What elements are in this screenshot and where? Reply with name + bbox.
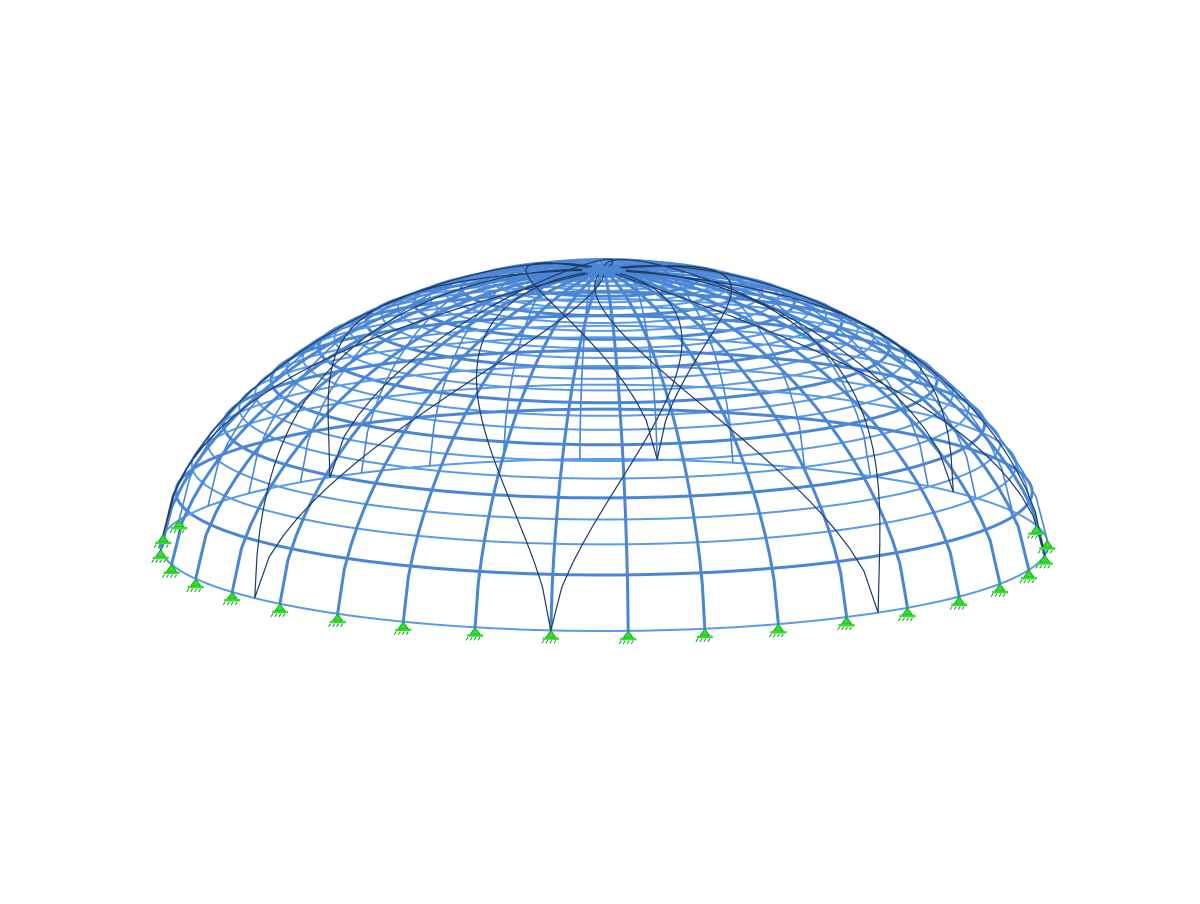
- support-icon[interactable]: [1037, 539, 1056, 554]
- meridian-rib: [336, 268, 605, 615]
- meridian-rib: [603, 260, 806, 469]
- support-icon[interactable]: [768, 623, 787, 638]
- meridian-rib: [603, 268, 909, 609]
- support-icon[interactable]: [393, 621, 412, 635]
- meridian-rib: [360, 261, 605, 474]
- meridian-rib: [230, 268, 605, 593]
- support-icon[interactable]: [328, 613, 346, 628]
- meridian-rib: [602, 269, 630, 631]
- diagonal-member: [594, 274, 879, 613]
- support-icon[interactable]: [465, 626, 484, 641]
- support-icon[interactable]: [898, 607, 916, 622]
- diagonal-member: [619, 265, 1046, 556]
- diagonal-member: [162, 272, 589, 535]
- support-icon[interactable]: [162, 563, 180, 578]
- support-icon[interactable]: [169, 519, 188, 534]
- support-icon[interactable]: [949, 595, 968, 610]
- meridian-rib: [603, 268, 1038, 526]
- meridian-rib: [278, 268, 605, 605]
- support-icon[interactable]: [990, 583, 1008, 598]
- support-icon[interactable]: [618, 630, 637, 645]
- support-icon[interactable]: [541, 629, 559, 644]
- diagonal-member: [254, 274, 605, 599]
- support-icon[interactable]: [186, 578, 204, 593]
- meridian-rib: [194, 268, 605, 580]
- meridian-rib: [603, 268, 849, 618]
- support-icon[interactable]: [222, 591, 241, 606]
- meridian-rib: [502, 258, 605, 462]
- support-icon[interactable]: [153, 534, 172, 548]
- meridian-rib: [603, 259, 734, 463]
- meridian-rib: [159, 268, 605, 551]
- diagonal-member: [550, 272, 683, 631]
- diagonal-member: [254, 268, 583, 599]
- meridian-rib: [603, 268, 780, 625]
- support-icon[interactable]: [1026, 524, 1045, 539]
- diagonal-member: [603, 259, 954, 493]
- meridian-rib: [603, 268, 1002, 585]
- support-icon[interactable]: [151, 549, 169, 563]
- diagonal-member: [525, 262, 658, 460]
- diagonal-member: [622, 265, 733, 460]
- diagonal-member: [615, 273, 1046, 556]
- meridian-rib: [401, 268, 605, 622]
- meridian-rib: [603, 268, 961, 597]
- support-icon[interactable]: [270, 603, 288, 618]
- diagonal-member: [625, 270, 954, 492]
- meridian-rib: [170, 268, 605, 565]
- diagonal-member: [327, 269, 582, 478]
- meridian-rib: [473, 268, 605, 628]
- support-icon[interactable]: [1035, 554, 1053, 569]
- diagonal-member: [329, 258, 614, 478]
- diagonal-member: [475, 272, 586, 631]
- diagonal-member: [626, 269, 881, 613]
- meridian-rib: [603, 268, 707, 629]
- support-icon[interactable]: [695, 628, 713, 643]
- support-icon[interactable]: [837, 616, 855, 631]
- support-icon[interactable]: [1019, 569, 1037, 584]
